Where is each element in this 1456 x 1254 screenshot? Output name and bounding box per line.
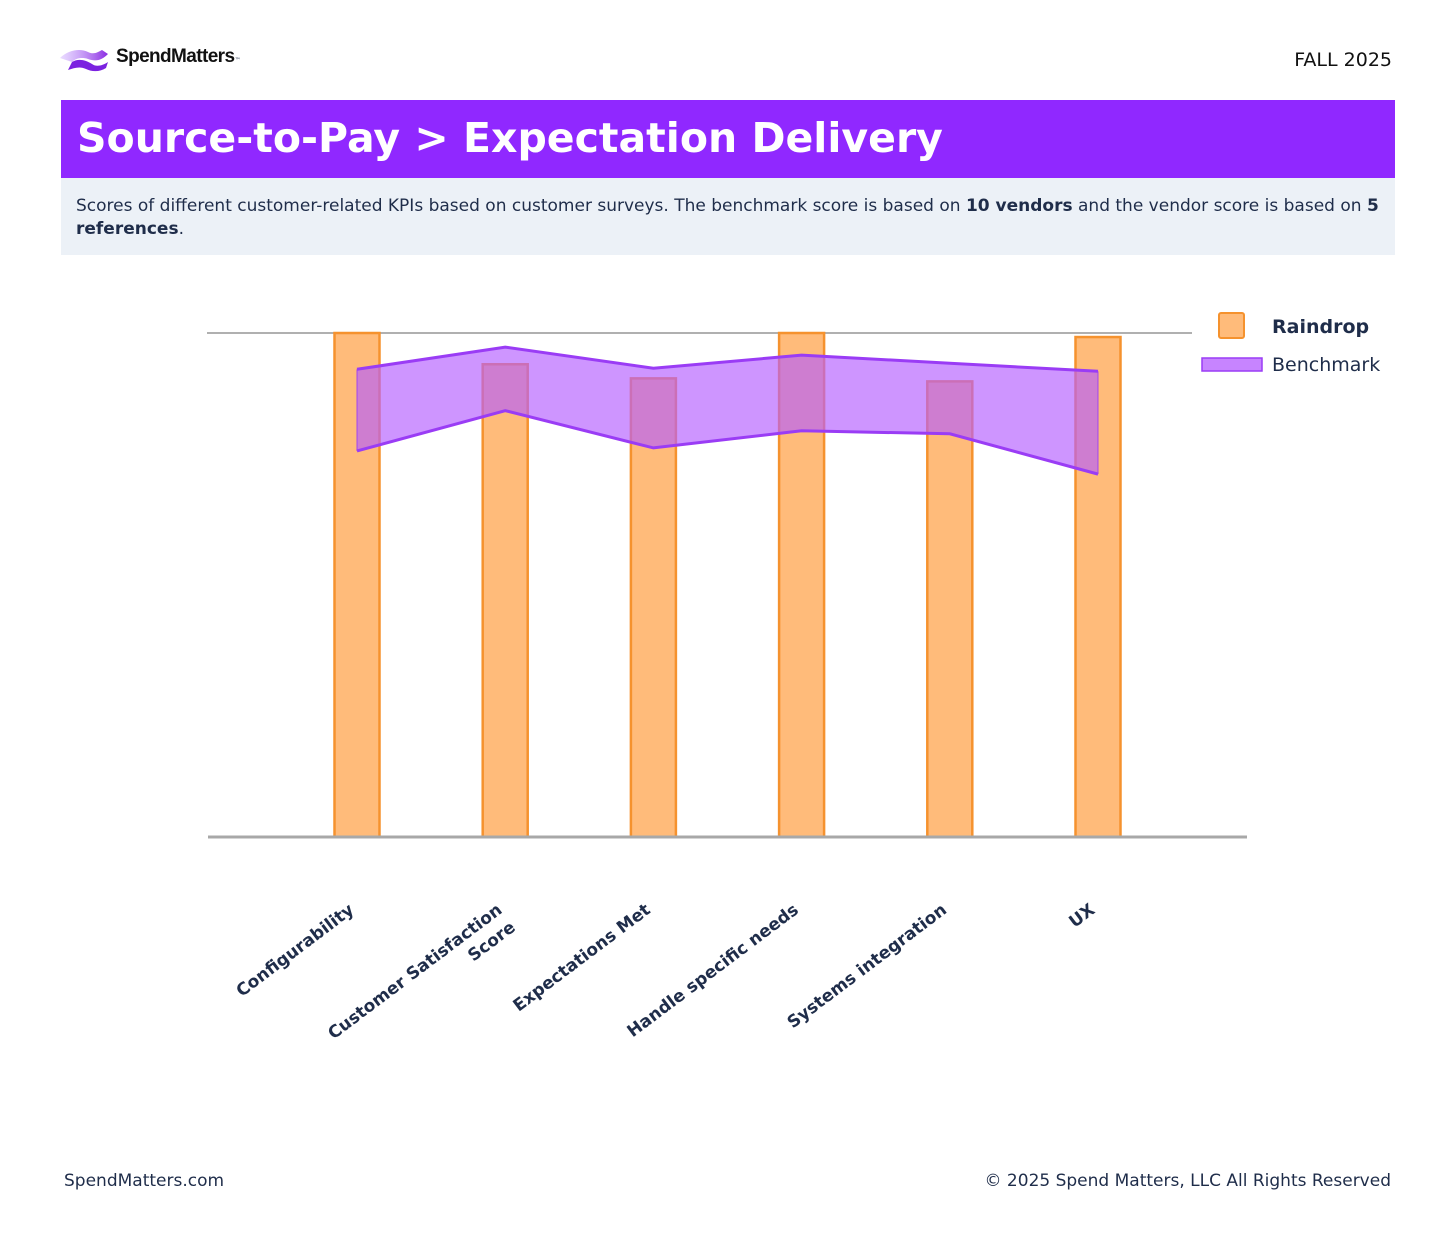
season-label: FALL 2025 [1294, 49, 1392, 71]
benchmark-band [356, 345, 1099, 476]
x-tick-label: Expectations Met [510, 900, 655, 1016]
logo-text: SpendMatters [116, 46, 235, 67]
x-tick-label: Customer SatisfactionScore [324, 900, 519, 1061]
logo-tm: ™ [234, 56, 241, 64]
legend-label-benchmark: Benchmark [1272, 354, 1380, 376]
legend-label-raindrop: Raindrop [1272, 316, 1369, 338]
x-tick-label: UX [1065, 900, 1099, 932]
description-vendors-count: 10 vendors [965, 196, 1073, 216]
benchmark-lower-line [356, 409, 1099, 476]
x-tick-label-line: Expectations Met [510, 900, 655, 1016]
benchmark-upper-line [356, 345, 1099, 373]
bar-customer-satisfaction-score [481, 362, 529, 839]
benchmark-band-area [357, 347, 1098, 475]
footer-copyright: © 2025 Spend Matters, LLC All Rights Res… [984, 1171, 1391, 1191]
description-text-1: Scores of different customer-related KPI… [76, 196, 966, 216]
legend-swatch-benchmark [1201, 357, 1263, 372]
legend: Raindrop Benchmark [1201, 312, 1380, 376]
legend-item-benchmark[interactable]: Benchmark [1201, 354, 1380, 376]
x-tick-label-line: Handle specific needs [624, 900, 803, 1042]
legend-swatch-raindrop [1218, 312, 1245, 339]
spend-matters-logo: SpendMatters ™ [58, 42, 240, 78]
footer-website: SpendMatters.com [64, 1171, 225, 1191]
page-title: Source-to-Pay > Expectation Delivery [77, 114, 943, 162]
spend-matters-logo-icon [60, 50, 108, 72]
description-references-count: 5 references [76, 196, 1379, 239]
x-tick-label: Configurability [233, 900, 358, 1001]
x-tick-label-line: Configurability [233, 900, 358, 1001]
x-tick-label: Handle specific needs [624, 900, 803, 1042]
x-tick-label-line: Customer Satisfaction [324, 900, 506, 1044]
legend-item-raindrop[interactable]: Raindrop [1218, 312, 1369, 339]
x-tick-label-line: Systems integration [784, 900, 951, 1033]
x-tick-label-line: UX [1065, 900, 1099, 932]
title-banner: Source-to-Pay > Expectation Delivery [61, 100, 1395, 178]
description-text-2: and the vendor score is based on [1072, 196, 1367, 216]
bar-systems-integration [926, 380, 974, 839]
chart-description: Scores of different customer-related KPI… [61, 178, 1395, 255]
x-tick-label: Systems integration [784, 900, 951, 1033]
description-text-3: . [178, 219, 184, 239]
